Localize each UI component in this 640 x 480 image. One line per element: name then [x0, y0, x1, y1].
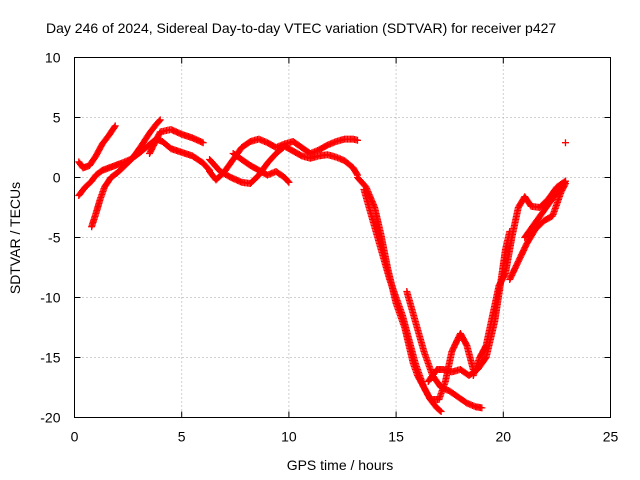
- data-point: [111, 122, 119, 130]
- data-point: [437, 408, 445, 415]
- x-tick-label: 25: [603, 429, 619, 445]
- data-point: [199, 139, 207, 147]
- y-tick-label: -20: [40, 410, 60, 426]
- chart-title: Day 246 of 2024, Sidereal Day-to-day VTE…: [46, 20, 556, 36]
- data-point: [284, 177, 292, 185]
- x-tick-label: 10: [281, 429, 297, 445]
- x-axis-label: GPS time / hours: [287, 457, 394, 473]
- y-axis-label: SDTVAR / TECUs: [7, 182, 23, 294]
- data-point: [354, 136, 362, 144]
- y-tick-label: -15: [40, 350, 60, 366]
- data-point: [156, 116, 164, 124]
- x-tick-label: 15: [388, 429, 404, 445]
- axis-ticks: 0 5 10 15 20 25 -20 -15 -10 -5 0 5 10: [40, 50, 618, 445]
- data-point: [353, 170, 361, 178]
- y-tick-label: 0: [53, 170, 61, 186]
- data-point: [436, 407, 444, 415]
- y-tick-label: 5: [53, 110, 61, 126]
- x-tick-label: 0: [71, 429, 79, 445]
- data-point: [110, 123, 118, 131]
- data-point: [561, 177, 569, 185]
- data-points: [75, 116, 569, 415]
- grid-lines: [74, 57, 611, 418]
- x-tick-label: 5: [178, 429, 186, 445]
- data-point: [561, 178, 569, 186]
- data-point: [478, 404, 486, 412]
- data-point: [285, 178, 293, 186]
- y-tick-label: -10: [40, 290, 60, 306]
- x-tick-label: 20: [496, 429, 512, 445]
- data-point: [561, 139, 569, 147]
- data-point: [155, 117, 163, 125]
- y-tick-label: 10: [45, 50, 61, 66]
- y-tick-label: -5: [48, 230, 61, 246]
